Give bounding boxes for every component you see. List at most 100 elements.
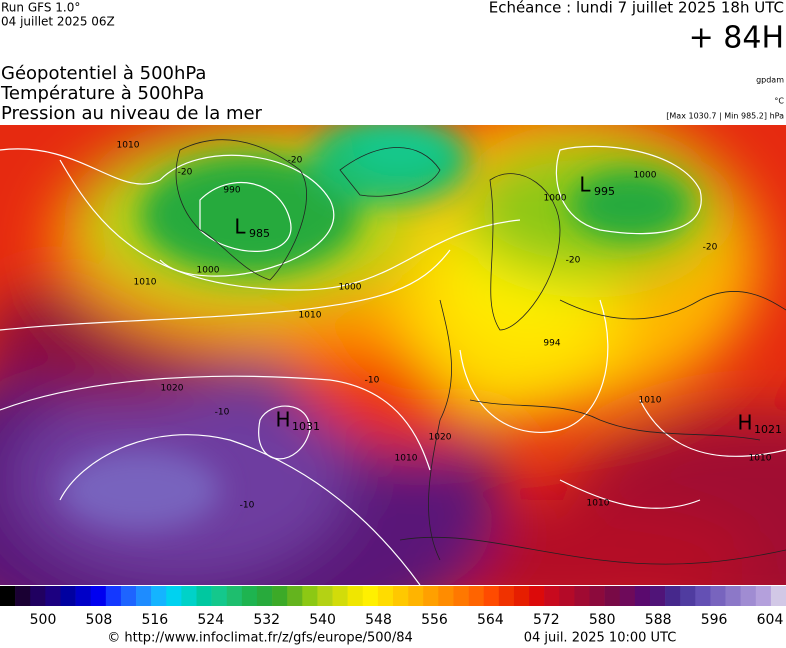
- coastlines: [175, 139, 786, 565]
- color-swatch: [680, 586, 696, 606]
- color-swatch: [241, 586, 258, 606]
- color-swatch: [619, 586, 636, 606]
- color-swatch: [468, 586, 484, 606]
- color-swatch: [740, 586, 757, 606]
- color-swatch: [30, 586, 46, 606]
- color-swatch: [166, 586, 182, 606]
- field-cores: [60, 125, 690, 530]
- color-swatch: [649, 586, 666, 606]
- colorbar-tick-label: 516: [141, 612, 168, 628]
- color-swatch: [529, 586, 545, 606]
- colorbar-tick-label: 508: [86, 612, 113, 628]
- isobar-label: 1010: [299, 311, 322, 321]
- color-swatch: [347, 586, 364, 606]
- colorbar-tick-label: 524: [197, 612, 224, 628]
- center-value: 1031: [292, 420, 320, 433]
- colorbar-tick-label: 564: [477, 612, 504, 628]
- colorbar-tick-label: 548: [365, 612, 392, 628]
- isobar-label: 1010: [587, 499, 610, 509]
- color-swatch: [770, 586, 786, 606]
- isobar-label: 990: [223, 186, 240, 196]
- colorbar-tick-label: 604: [757, 612, 784, 628]
- isobar-label: 1010: [639, 396, 662, 406]
- colorbar-tick-label: 596: [701, 612, 728, 628]
- source-url: © http://www.infoclimat.fr/z/gfs/europe/…: [107, 631, 413, 646]
- isobar-label: 1010: [134, 278, 157, 288]
- color-swatch: [408, 586, 424, 606]
- color-swatch: [483, 586, 500, 606]
- color-swatch: [725, 586, 741, 606]
- isobar-label: 1000: [634, 171, 657, 181]
- color-swatch: [559, 586, 575, 606]
- isobar-label: 1020: [161, 384, 184, 394]
- color-swatch: [181, 586, 197, 606]
- lead-time: + 84H: [689, 21, 784, 56]
- color-swatch: [377, 586, 394, 606]
- unit-label: °C: [774, 97, 784, 106]
- issue-date: 04 juil. 2025 10:00 UTC: [524, 631, 677, 646]
- title-line: Pression au niveau de la mer: [1, 103, 263, 124]
- temperature-label: -10: [365, 376, 380, 386]
- isobar-label: 1010: [749, 454, 772, 464]
- title-line: Température à 500hPa: [0, 83, 204, 104]
- color-swatch: [60, 586, 76, 606]
- color-swatch: [287, 586, 303, 606]
- colorbar-tick-label: 572: [533, 612, 560, 628]
- temperature-label: -20: [566, 256, 581, 266]
- colorbar-tick-label: 580: [589, 612, 616, 628]
- color-swatch: [45, 586, 61, 606]
- title-line: Géopotentiel à 500hPa: [1, 63, 206, 84]
- center-value: 985: [249, 227, 270, 240]
- color-swatch: [90, 586, 107, 606]
- color-swatch: [317, 586, 333, 606]
- color-swatch: [211, 586, 228, 606]
- colorbar-tick-label: 556: [421, 612, 448, 628]
- color-swatch: [513, 586, 530, 606]
- color-swatch: [604, 586, 621, 606]
- isobar-label: 994: [543, 339, 560, 349]
- center-value: 1021: [754, 423, 782, 436]
- isobar-label: 1010: [117, 141, 140, 151]
- isobar-label: 1000: [339, 283, 362, 293]
- color-swatch: [136, 586, 152, 606]
- unit-label: gpdam: [756, 76, 784, 85]
- color-swatch: [665, 586, 681, 606]
- color-swatch: [544, 586, 560, 606]
- color-swatch: [710, 586, 726, 606]
- valid-time: Echéance : lundi 7 juillet 2025 18h UTC: [489, 0, 784, 17]
- color-swatch: [634, 586, 651, 606]
- temperature-label: -20: [178, 168, 193, 178]
- color-swatch: [755, 586, 772, 606]
- unit-label: [Max 1030.7 | Min 985.2] hPa: [666, 112, 784, 121]
- color-swatch: [272, 586, 288, 606]
- colorbar-tick-label: 500: [30, 612, 57, 628]
- isobar-label: 1000: [197, 266, 220, 276]
- color-swatch: [226, 586, 243, 606]
- color-swatch: [302, 586, 318, 606]
- isobar-label: 1020: [429, 433, 452, 443]
- color-swatch: [332, 586, 348, 606]
- temperature-label: -20: [288, 156, 303, 166]
- color-swatch: [151, 586, 167, 606]
- color-swatch: [498, 586, 515, 606]
- center-letter: H: [737, 411, 752, 435]
- color-swatch: [589, 586, 605, 606]
- color-swatch: [120, 586, 137, 606]
- color-swatch: [256, 586, 273, 606]
- colorbar-tick-label: 588: [645, 612, 672, 628]
- colorbar: 500 508 516 524 532 540 548 556 564 572 580 588 596 6…: [0, 586, 786, 628]
- center-value: 995: [594, 185, 615, 198]
- color-swatch: [75, 586, 91, 606]
- color-swatch: [105, 586, 122, 606]
- colorbar-tick-label: 532: [253, 612, 280, 628]
- colorbar-tick-label: 540: [309, 612, 336, 628]
- center-letter: L: [234, 215, 246, 239]
- isobars: [0, 145, 786, 585]
- center-letter: L: [579, 173, 591, 197]
- color-swatch: [393, 586, 409, 606]
- temperature-label: -20: [703, 243, 718, 253]
- temperature-label: -10: [240, 501, 255, 511]
